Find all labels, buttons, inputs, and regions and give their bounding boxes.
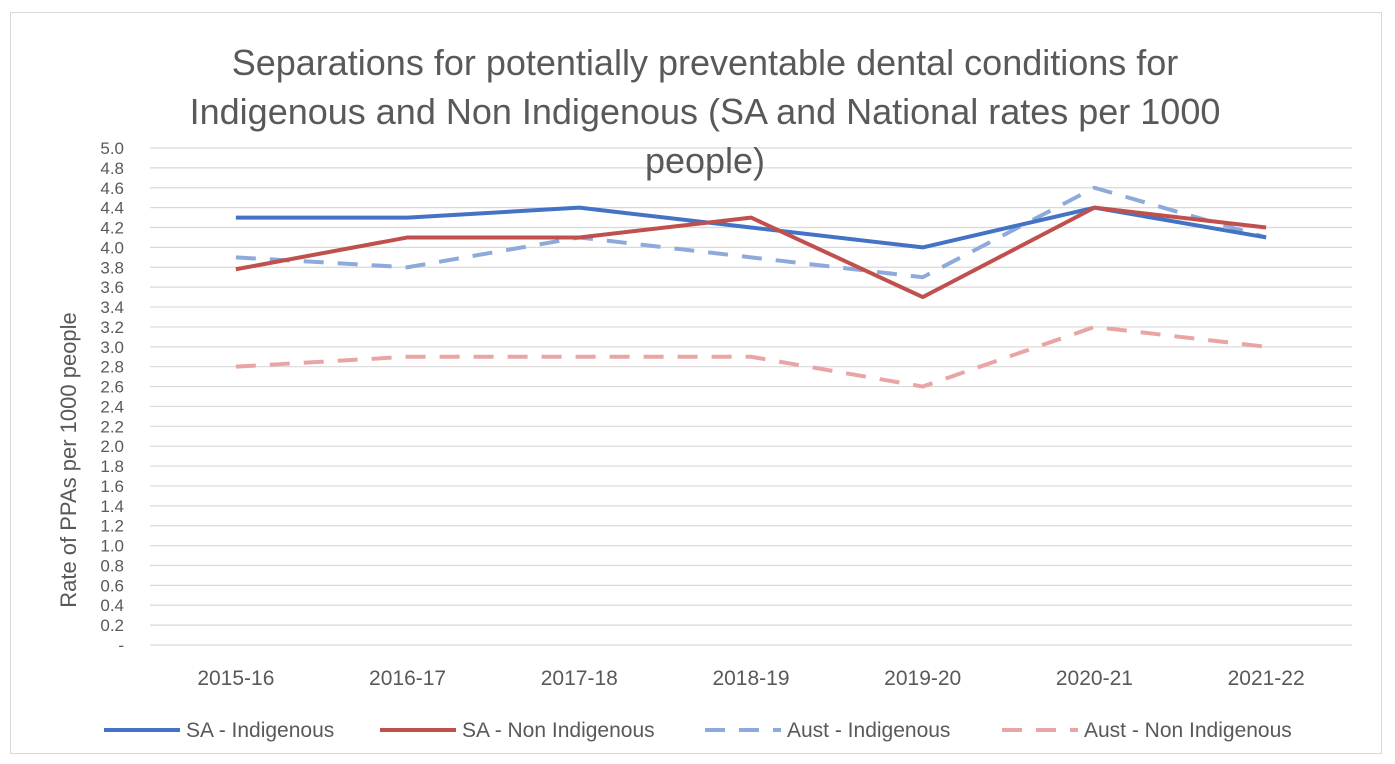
y-tick-label: 4.8 <box>100 159 124 178</box>
y-tick-label: - <box>118 636 124 655</box>
legend-label: SA - Non Indigenous <box>462 719 655 742</box>
chart-title-line-3: people) <box>645 140 765 181</box>
legend-label: SA - Indigenous <box>186 719 334 742</box>
chart-title-line-2: Indigenous and Non Indigenous (SA and Na… <box>190 91 1221 132</box>
x-tick-label: 2021-22 <box>1228 667 1305 690</box>
series-line-4 <box>235 324 1267 389</box>
series-line-3 <box>235 185 1267 280</box>
y-tick-label: 1.2 <box>100 517 124 536</box>
y-tick-label: 4.4 <box>100 199 124 218</box>
x-tick-label: 2015-16 <box>197 667 274 690</box>
y-tick-label: 0.8 <box>100 556 124 575</box>
legend-label: Aust - Indigenous <box>787 719 950 742</box>
y-tick-label: 2.0 <box>100 437 124 456</box>
y-tick-label: 3.8 <box>100 258 124 277</box>
y-axis-ticks: -0.20.40.60.81.01.21.41.61.82.02.22.42.6… <box>100 139 124 655</box>
y-tick-label: 3.6 <box>100 278 124 297</box>
y-tick-label: 3.4 <box>100 298 124 317</box>
series-lines <box>235 185 1267 389</box>
y-tick-label: 3.2 <box>100 318 124 337</box>
series-line-2 <box>235 205 1267 300</box>
y-tick-label: 0.2 <box>100 616 124 635</box>
chart-title-line-1: Separations for potentially preventable … <box>232 42 1179 83</box>
y-tick-label: 5.0 <box>100 139 124 158</box>
y-tick-label: 1.6 <box>100 477 124 496</box>
chart-frame <box>10 12 1382 754</box>
legend: SA - Indigenous SA - Non Indigenous Aust -… <box>104 719 1292 742</box>
y-tick-label: 2.8 <box>100 358 124 377</box>
chart-title: Separations for potentially preventable … <box>190 42 1221 181</box>
x-tick-label: 2016-17 <box>369 667 446 690</box>
y-axis-label: Rate of PPAs per 1000 people <box>56 312 81 608</box>
x-tick-label: 2020-21 <box>1056 667 1133 690</box>
y-tick-label: 1.4 <box>100 497 124 516</box>
y-tick-label: 3.0 <box>100 338 124 357</box>
legend-label: Aust - Non Indigenous <box>1084 719 1292 742</box>
y-tick-label: 1.8 <box>100 457 124 476</box>
y-tick-label: 0.6 <box>100 576 124 595</box>
y-tick-label: 4.6 <box>100 179 124 198</box>
y-tick-label: 2.4 <box>100 397 124 416</box>
x-tick-label: 2017-18 <box>541 667 618 690</box>
y-tick-label: 4.2 <box>100 219 124 238</box>
x-axis-ticks: 2015-16 2016-17 2017-18 2018-19 2019-20 2020-… <box>197 667 1304 690</box>
y-tick-label: 2.2 <box>100 417 124 436</box>
x-tick-label: 2019-20 <box>884 667 961 690</box>
y-tick-label: 2.6 <box>100 378 124 397</box>
y-tick-label: 1.0 <box>100 537 124 556</box>
y-tick-label: 4.0 <box>100 238 124 257</box>
x-tick-label: 2018-19 <box>712 667 789 690</box>
y-tick-label: 0.4 <box>100 596 124 615</box>
